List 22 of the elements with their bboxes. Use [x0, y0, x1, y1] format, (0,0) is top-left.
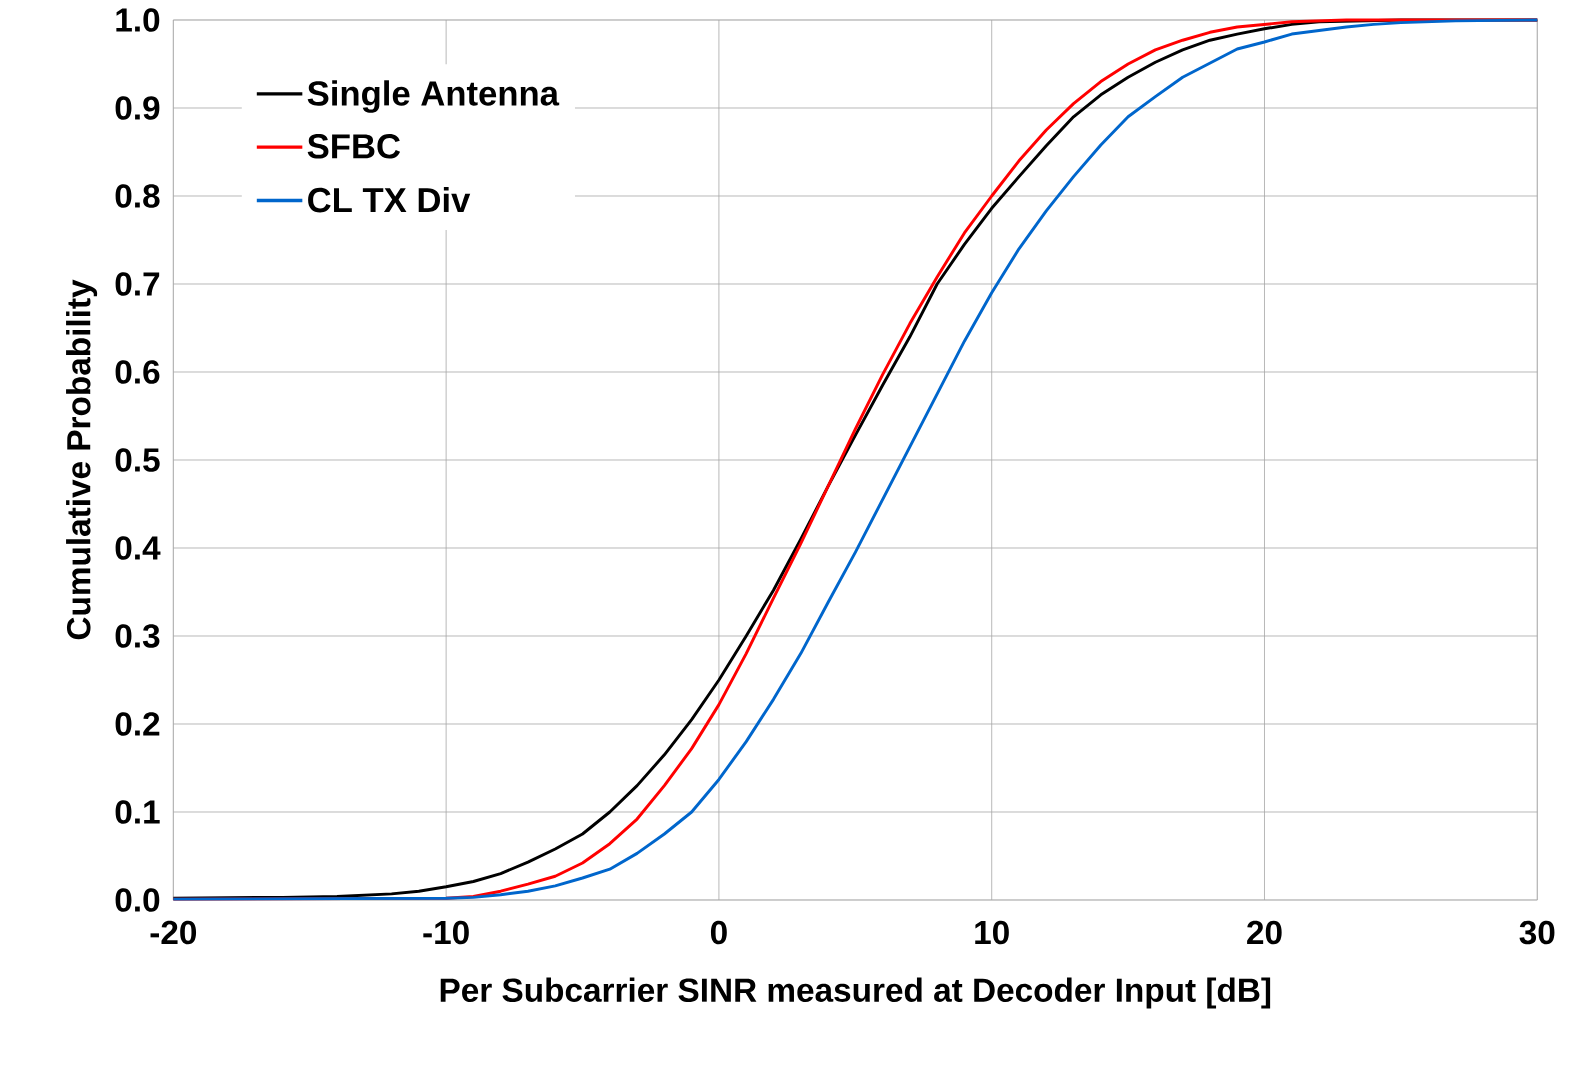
x-tick-label: -20	[150, 920, 197, 945]
y-tick-label: 0.7	[115, 272, 160, 296]
y-tick-label: 0.9	[115, 96, 160, 120]
legend-label: CL TX Div	[308, 186, 471, 213]
legend-label: Single Antenna	[307, 80, 560, 113]
y-tick-label: 0.0	[115, 888, 160, 912]
y-tick-label: 0.6	[115, 360, 160, 384]
y-tick-label: 0.1	[115, 800, 160, 824]
x-tick-label: -10	[423, 920, 469, 945]
y-tick-label: 0.8	[115, 184, 160, 208]
y-axis-title: Cumulative Probability	[66, 279, 98, 640]
y-tick-label: 0.2	[115, 712, 160, 736]
y-tick-label: 0.5	[115, 448, 160, 472]
y-tick-label: 0.3	[115, 624, 160, 648]
x-tick-label: 20	[1247, 920, 1282, 945]
y-tick-label: 1.0	[116, 8, 160, 32]
y-tick-label: 0.4	[115, 536, 161, 560]
legend-label: SFBC	[307, 134, 401, 159]
x-tick-label: 10	[975, 920, 1009, 945]
x-axis-title: Per Subcarrier SINR measured at Decoder Input [dB]	[440, 977, 1271, 1009]
x-tick-label: 30	[1519, 920, 1555, 945]
x-tick-label: 0	[710, 920, 727, 945]
